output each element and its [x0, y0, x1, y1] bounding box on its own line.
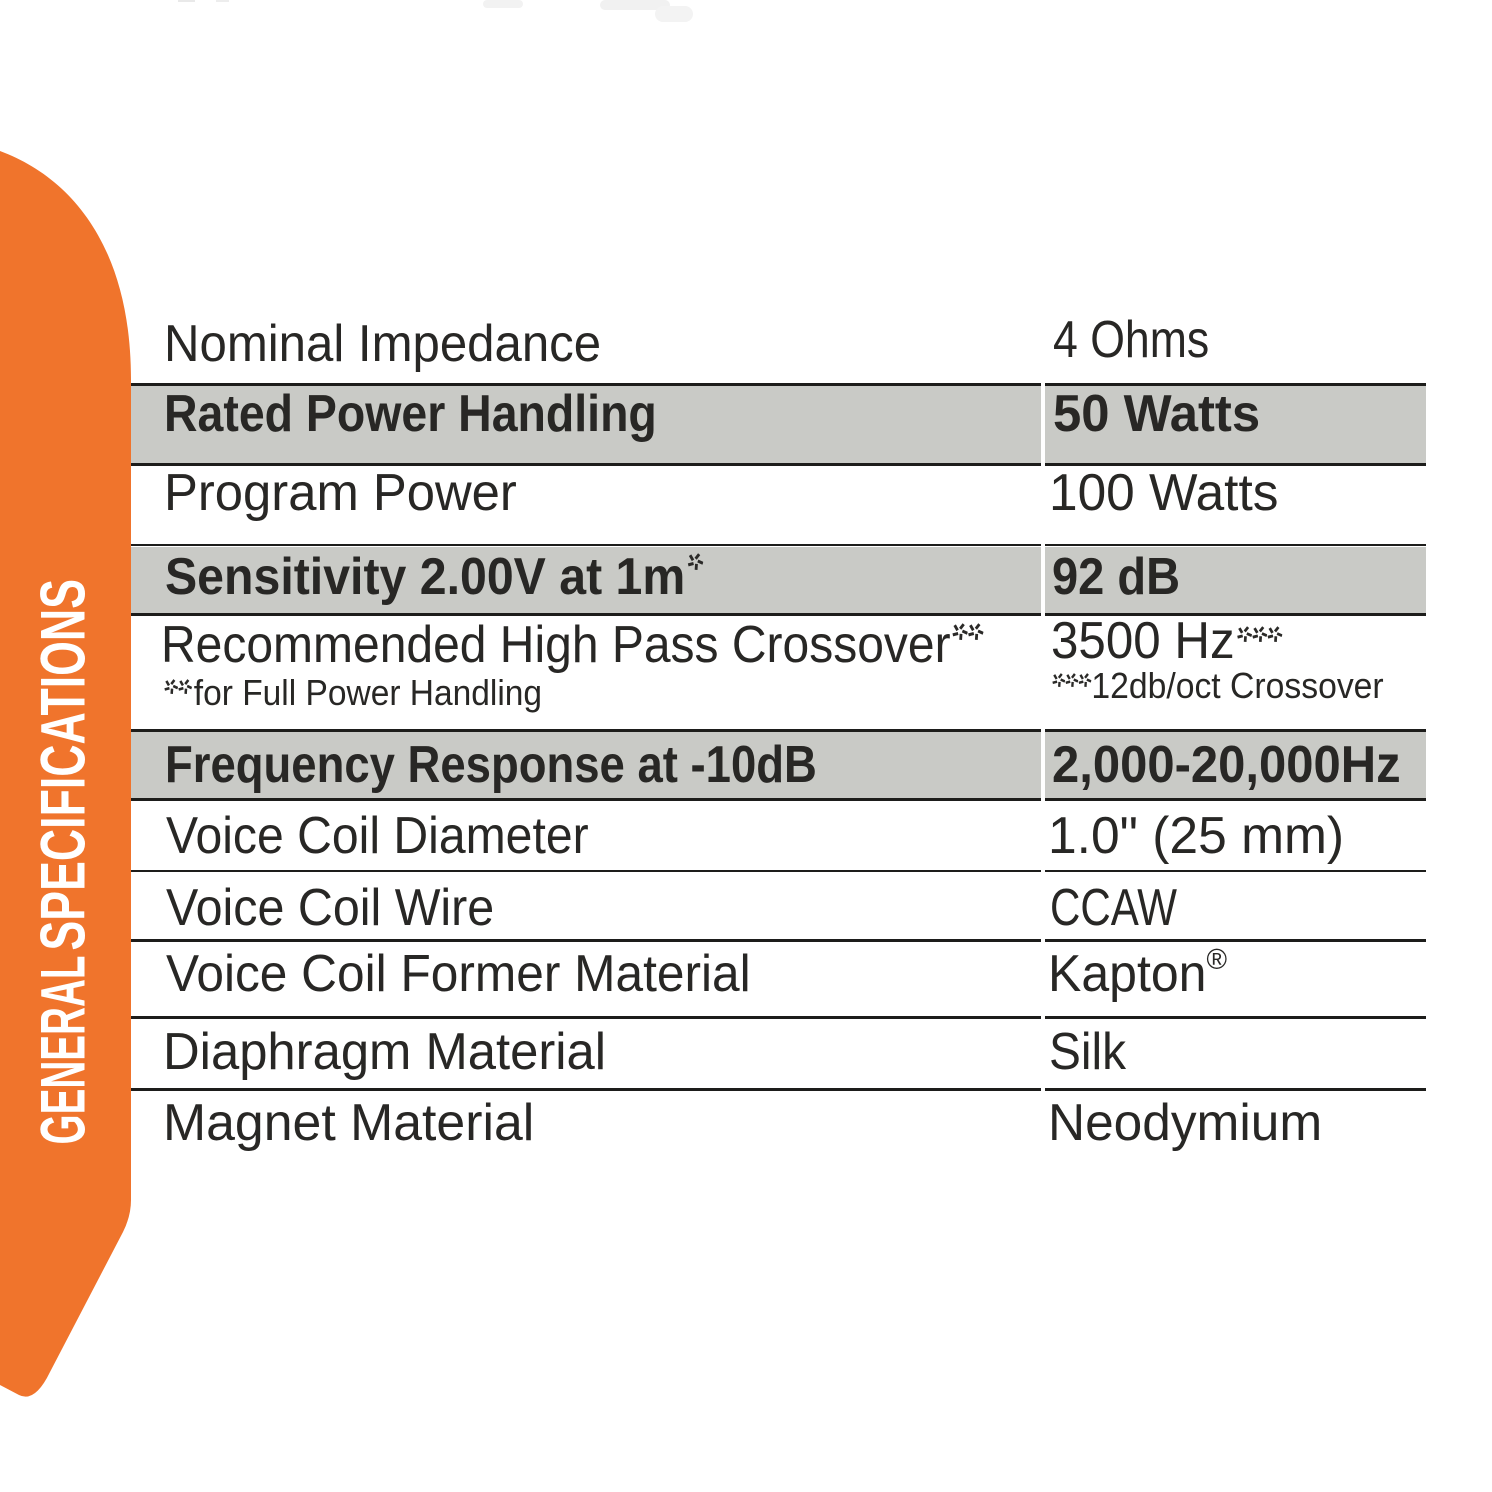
svg-text:GENERAL: GENERAL [29, 956, 99, 1145]
svg-text:SPECIFICATIONS: SPECIFICATIONS [29, 579, 99, 951]
